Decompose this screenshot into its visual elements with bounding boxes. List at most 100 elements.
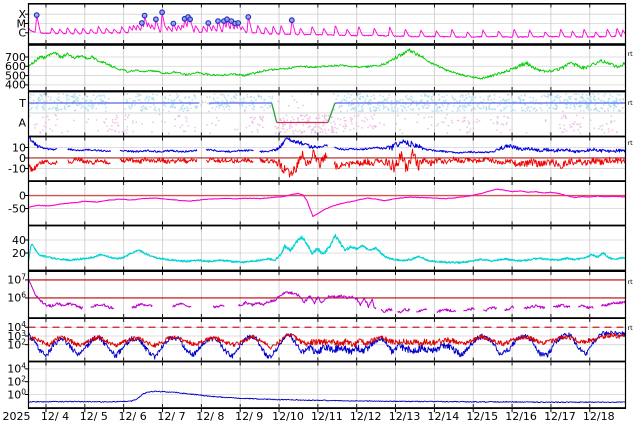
sector-scatter-dot bbox=[300, 132, 302, 134]
sector-scatter-dot bbox=[587, 98, 590, 100]
sector-scatter-dot bbox=[368, 100, 370, 103]
sector-scatter-dot bbox=[172, 103, 175, 105]
sector-scatter-dot bbox=[291, 95, 293, 97]
sector-scatter-dot bbox=[618, 109, 620, 112]
sector-scatter-dot bbox=[343, 119, 346, 122]
sector-scatter-dot bbox=[178, 99, 181, 101]
sector-scatter-dot bbox=[148, 96, 151, 98]
sector-scatter-dot bbox=[123, 130, 126, 132]
sector-scatter-dot bbox=[149, 106, 152, 108]
sector-scatter-dot bbox=[346, 110, 349, 112]
sector-scatter-dot bbox=[401, 132, 404, 134]
x-tick-label: 12/15 bbox=[466, 410, 498, 423]
x-tick-label: 12/ 6 bbox=[119, 410, 147, 423]
sector-scatter-dot bbox=[615, 97, 617, 100]
sector-scatter-dot bbox=[85, 100, 87, 102]
sector-scatter-dot bbox=[344, 125, 347, 127]
sector-scatter-dot bbox=[250, 96, 253, 98]
sector-scatter-dot bbox=[66, 99, 68, 101]
sector-polarity-transition bbox=[271, 102, 278, 123]
sector-scatter-dot bbox=[621, 107, 624, 109]
sector-scatter-dot bbox=[428, 104, 430, 107]
sector-scatter-dot bbox=[544, 119, 547, 121]
sector-scatter-dot bbox=[367, 96, 369, 98]
sector-scatter-dot bbox=[488, 107, 491, 109]
sector-scatter-dot bbox=[57, 109, 59, 111]
sector-scatter-dot bbox=[211, 107, 214, 109]
sector-scatter-dot bbox=[364, 98, 367, 100]
sector-scatter-dot bbox=[41, 106, 44, 109]
sector-scatter-dot bbox=[55, 107, 58, 110]
sector-scatter-dot bbox=[261, 120, 264, 122]
sector-scatter-dot bbox=[95, 119, 98, 121]
sector-scatter-dot bbox=[259, 115, 261, 118]
sector-scatter-dot bbox=[222, 105, 225, 108]
sector-scatter-dot bbox=[496, 129, 498, 131]
sector-scatter-dot bbox=[427, 100, 429, 102]
sector-scatter-dot bbox=[577, 124, 580, 126]
sector-scatter-dot bbox=[590, 108, 593, 111]
sector-scatter-dot bbox=[271, 97, 273, 100]
sector-scatter-dot bbox=[610, 115, 612, 117]
sector-scatter-dot bbox=[208, 103, 211, 105]
sector-scatter-dot bbox=[286, 119, 288, 121]
sector-scatter-dot bbox=[234, 128, 236, 131]
sector-scatter-dot bbox=[43, 125, 46, 127]
sector-scatter-dot bbox=[489, 95, 491, 98]
sector-scatter-dot bbox=[177, 95, 179, 97]
sector-scatter-dot bbox=[292, 130, 294, 132]
sector-scatter-dot bbox=[67, 105, 69, 108]
sector-scatter-dot bbox=[493, 94, 496, 96]
sector-scatter-dot bbox=[167, 132, 170, 135]
sector-scatter-dot bbox=[562, 110, 564, 112]
sector-scatter-dot bbox=[246, 93, 248, 96]
flare-marker bbox=[170, 20, 177, 27]
sector-scatter-dot bbox=[57, 99, 60, 101]
sector-scatter-dot bbox=[610, 121, 612, 124]
sector-scatter-dot bbox=[500, 123, 503, 125]
sector-scatter-dot bbox=[596, 109, 599, 112]
sector-scatter-dot bbox=[351, 103, 354, 105]
sector-scatter-dot bbox=[468, 95, 471, 98]
y-tick-label: 0 bbox=[19, 189, 26, 202]
sector-scatter-dot bbox=[592, 93, 595, 95]
sector-scatter-dot bbox=[524, 103, 527, 106]
sector-scatter-dot bbox=[358, 110, 360, 112]
sector-scatter-dot bbox=[207, 102, 209, 105]
sector-scatter-dot bbox=[233, 95, 235, 97]
sector-scatter-dot bbox=[182, 110, 184, 112]
sector-scatter-dot bbox=[561, 131, 563, 133]
sector-scatter-dot bbox=[58, 96, 60, 99]
sector-scatter-dot bbox=[451, 121, 453, 124]
sector-scatter-dot bbox=[499, 103, 501, 106]
sector-scatter-dot bbox=[518, 98, 520, 100]
sector-scatter-dot bbox=[490, 119, 492, 121]
sector-scatter-dot bbox=[236, 94, 238, 97]
sector-scatter-dot bbox=[134, 104, 136, 106]
sector-scatter-dot bbox=[128, 105, 130, 108]
sector-scatter-dot bbox=[32, 99, 35, 102]
sector-scatter-dot bbox=[87, 118, 90, 121]
sector-scatter-dot bbox=[493, 108, 495, 110]
sector-scatter-dot bbox=[405, 95, 408, 97]
sector-scatter-dot bbox=[229, 100, 232, 103]
sector-scatter-dot bbox=[218, 106, 220, 109]
sector-scatter-dot bbox=[468, 131, 471, 133]
sector-scatter-dot bbox=[363, 120, 366, 123]
sector-scatter-dot bbox=[243, 97, 245, 99]
sector-scatter-dot bbox=[388, 109, 390, 111]
sector-scatter-dot bbox=[369, 108, 371, 111]
sector-scatter-dot bbox=[471, 108, 473, 111]
sector-scatter-dot bbox=[434, 104, 437, 106]
sector-scatter-dot bbox=[523, 99, 525, 101]
sector-scatter-dot bbox=[575, 98, 578, 100]
sector-scatter-dot bbox=[181, 105, 183, 107]
sector-scatter-dot bbox=[319, 131, 321, 133]
sector-scatter-dot bbox=[354, 110, 357, 112]
sector-scatter-dot bbox=[428, 95, 431, 97]
sector-scatter-dot bbox=[235, 93, 237, 96]
sector-scatter-dot bbox=[427, 128, 429, 130]
sector-scatter-dot bbox=[315, 132, 317, 134]
sector-scatter-dot bbox=[620, 101, 623, 103]
sector-scatter-dot bbox=[399, 129, 401, 131]
